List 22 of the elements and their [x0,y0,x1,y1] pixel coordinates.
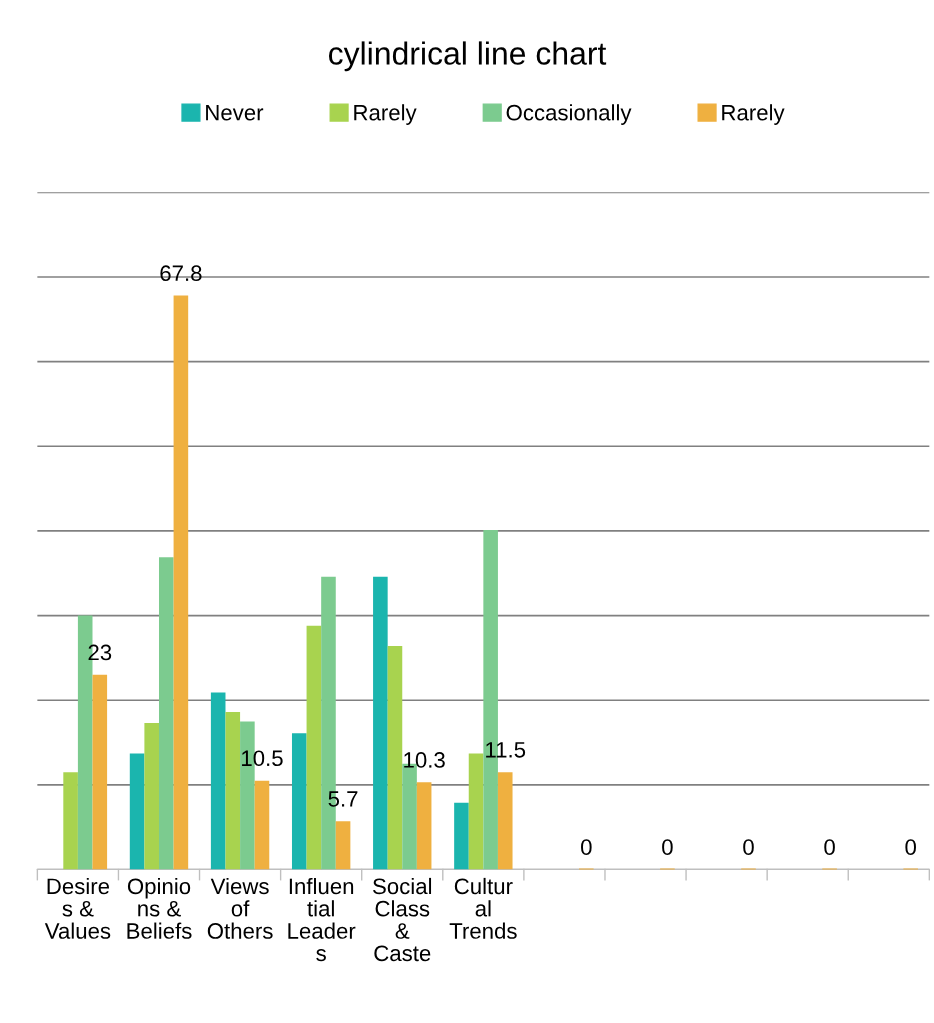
legend-label: Rarely [722,104,785,125]
chart-title: cylindrical line chart [329,41,607,72]
data-label: 67.8 [160,265,202,282]
data-label: 5.7 [328,791,358,807]
data-label: 10.3 [404,752,445,768]
x-tick-label: Views of Others [207,877,273,939]
data-label: 0 [905,839,916,855]
data-label: 0 [743,839,754,855]
legend-label: Never [206,105,264,121]
x-tick-label: Opinio ns & Beliefs [127,877,192,939]
x-tick-label: Social Class & Caste [373,877,432,962]
x-tick-label: Desire s & Values [44,877,111,939]
legend-label: Rarely [354,104,417,125]
x-tick-label: Cultur al Trends [449,877,517,939]
legend-label: Occasionally [506,104,632,125]
data-label: 10.5 [242,750,283,767]
data-label: 11.5 [486,742,526,758]
data-label: 23 [88,644,112,661]
data-label: 0 [662,839,673,855]
data-label: 0 [581,839,592,855]
x-tick-label: Influen tial Leader s [288,877,356,962]
data-label: 0 [824,839,835,855]
